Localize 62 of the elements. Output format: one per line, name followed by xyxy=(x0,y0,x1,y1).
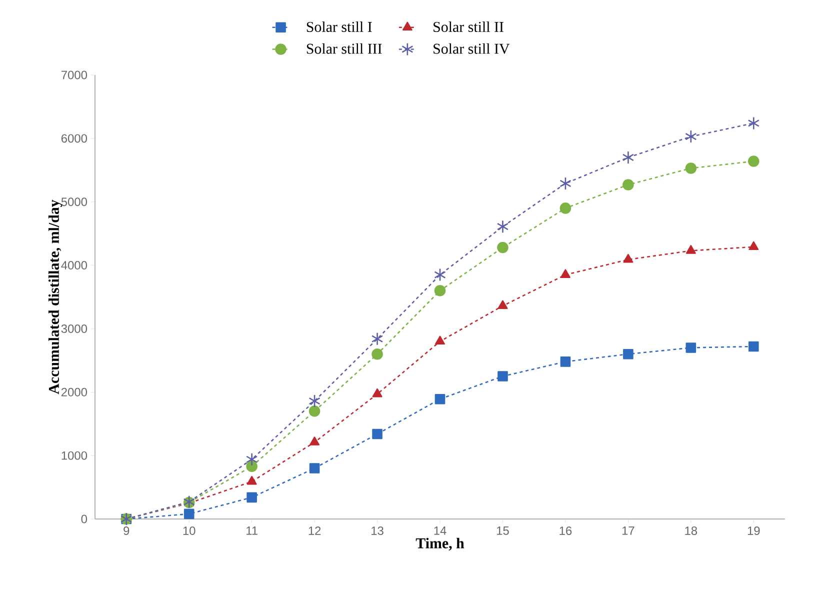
point xyxy=(246,492,257,503)
x-tick-label: 19 xyxy=(748,526,760,535)
point xyxy=(435,336,445,345)
x-tick-label: 18 xyxy=(685,526,698,535)
legend-label: Solar still II xyxy=(434,21,504,32)
point xyxy=(434,285,446,296)
point xyxy=(622,179,634,190)
x-tick-label: 16 xyxy=(560,526,572,535)
point xyxy=(372,388,382,398)
point xyxy=(309,463,320,474)
point xyxy=(748,156,760,167)
point xyxy=(498,300,508,310)
x-tick-label: 12 xyxy=(308,526,321,535)
x-tick-label: 17 xyxy=(622,526,634,535)
point xyxy=(371,332,384,346)
point xyxy=(686,245,696,254)
point xyxy=(246,476,257,485)
x-tick-label: 15 xyxy=(496,526,509,535)
legend-label: Solar still I xyxy=(306,21,372,32)
y-tick-label: 4000 xyxy=(61,261,88,270)
point xyxy=(308,394,320,408)
x-tick-label: 14 xyxy=(434,526,446,535)
x-axis-title: Time, h xyxy=(416,538,464,551)
point xyxy=(498,371,508,382)
y-tick-label: 7000 xyxy=(61,70,88,80)
point xyxy=(496,220,509,234)
legend-label: Solar still IV xyxy=(434,43,510,54)
y-tick-label: 2000 xyxy=(61,388,88,396)
point xyxy=(748,241,759,250)
point xyxy=(434,394,446,404)
point xyxy=(685,130,697,144)
point xyxy=(560,269,570,278)
x-tick-label: 10 xyxy=(183,526,196,535)
point xyxy=(308,406,320,417)
y-tick-label: 1000 xyxy=(62,451,88,460)
point xyxy=(246,460,258,472)
point xyxy=(560,202,572,214)
point xyxy=(685,162,697,174)
x-tick-label: 9 xyxy=(124,526,130,535)
x-tick-label: 13 xyxy=(372,526,384,535)
legend-label: Solar still III xyxy=(306,43,382,54)
point xyxy=(748,116,760,130)
y-tick-label: 0 xyxy=(81,514,88,524)
y-axis-title: Accumulated distillate, ml/day xyxy=(48,200,62,394)
point xyxy=(560,356,571,367)
y-tick-label: 3000 xyxy=(61,324,88,333)
x-tick-label: 11 xyxy=(246,526,258,535)
point xyxy=(246,452,258,466)
y-tick-label: 6000 xyxy=(61,134,88,143)
point xyxy=(686,342,696,353)
point xyxy=(623,254,634,263)
point xyxy=(184,508,194,520)
point xyxy=(372,428,382,440)
point xyxy=(434,268,446,282)
point xyxy=(497,242,508,254)
point xyxy=(310,436,320,446)
point xyxy=(372,348,383,360)
point xyxy=(748,341,759,352)
point xyxy=(622,150,634,164)
y-tick-label: 5000 xyxy=(61,198,88,206)
point xyxy=(560,176,572,190)
point xyxy=(623,348,634,360)
